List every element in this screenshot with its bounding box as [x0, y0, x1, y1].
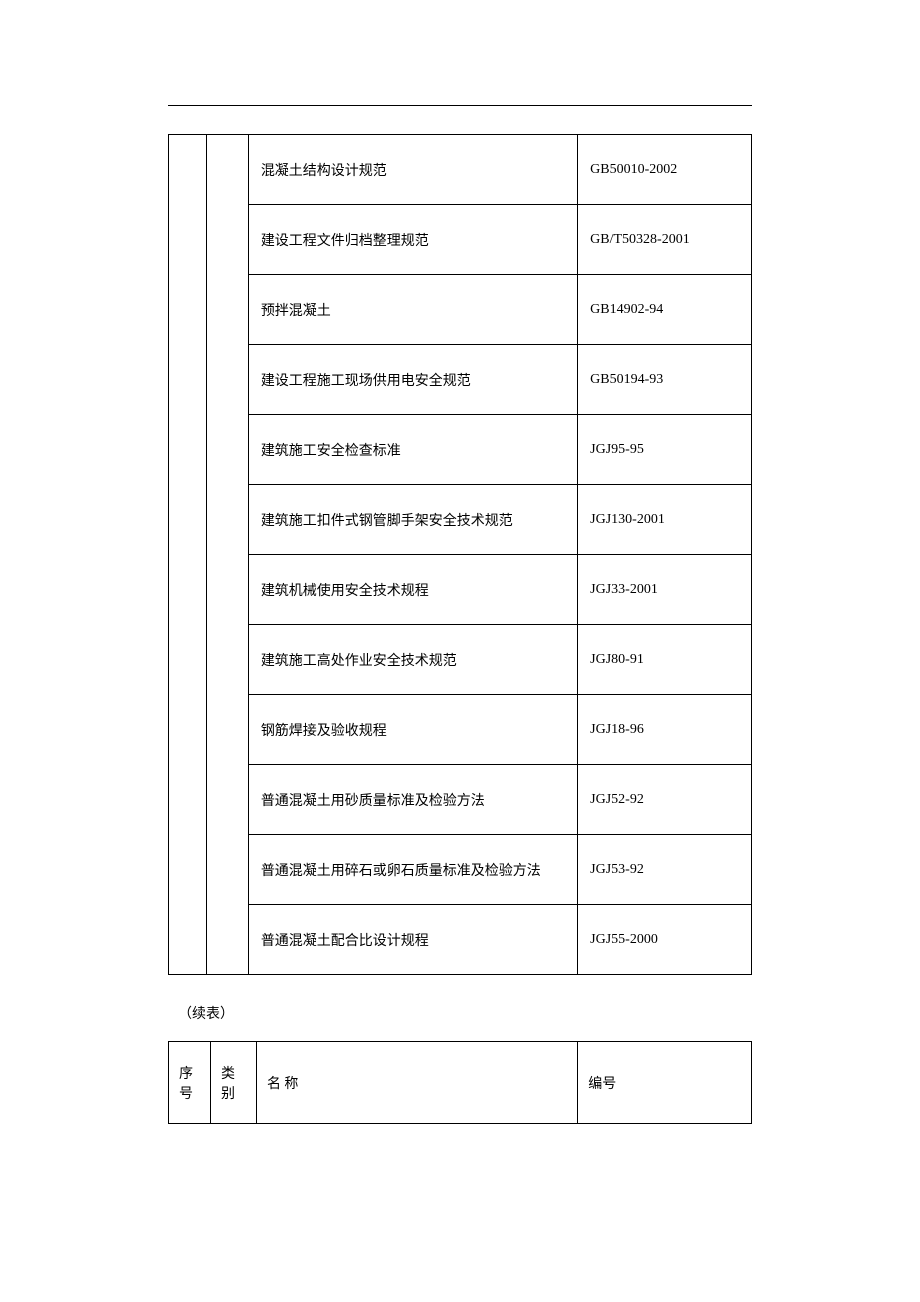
standard-code: JGJ53-92	[578, 835, 752, 905]
table-row: 建筑施工安全检查标准 JGJ95-95	[169, 415, 752, 485]
standard-name: 建设工程文件归档整理规范	[248, 205, 577, 275]
standard-code: GB/T50328-2001	[578, 205, 752, 275]
document-page: 混凝土结构设计规范 GB50010-2002 建设工程文件归档整理规范 GB/T…	[0, 0, 920, 1124]
category-cell	[206, 135, 248, 975]
standard-name: 建筑施工高处作业安全技术规范	[248, 625, 577, 695]
table-row: 建筑施工高处作业安全技术规范 JGJ80-91	[169, 625, 752, 695]
standard-name: 建筑施工扣件式钢管脚手架安全技术规范	[248, 485, 577, 555]
standard-code: JGJ80-91	[578, 625, 752, 695]
table-row: 普通混凝土配合比设计规程 JGJ55-2000	[169, 905, 752, 975]
table-row: 混凝土结构设计规范 GB50010-2002	[169, 135, 752, 205]
table-row: 建筑施工扣件式钢管脚手架安全技术规范 JGJ130-2001	[169, 485, 752, 555]
table-row: 建设工程文件归档整理规范 GB/T50328-2001	[169, 205, 752, 275]
standard-code: GB50194-93	[578, 345, 752, 415]
header-name: 名 称	[256, 1042, 577, 1124]
standard-name: 普通混凝土用碎石或卵石质量标准及检验方法	[248, 835, 577, 905]
standard-name: 建筑施工安全检查标准	[248, 415, 577, 485]
header-rule-line	[168, 105, 752, 106]
standard-name: 预拌混凝土	[248, 275, 577, 345]
header-table: 序号 类别 名 称 编号	[168, 1041, 752, 1124]
table-row: 建筑机械使用安全技术规程 JGJ33-2001	[169, 555, 752, 625]
standard-name: 混凝土结构设计规范	[248, 135, 577, 205]
table-row: 普通混凝土用砂质量标准及检验方法 JGJ52-92	[169, 765, 752, 835]
standard-code: JGJ55-2000	[578, 905, 752, 975]
standard-name: 建设工程施工现场供用电安全规范	[248, 345, 577, 415]
table-row: 预拌混凝土 GB14902-94	[169, 275, 752, 345]
standard-code: JGJ18-96	[578, 695, 752, 765]
continued-label: （续表）	[178, 1003, 752, 1023]
standard-code: GB14902-94	[578, 275, 752, 345]
standards-table-body: 混凝土结构设计规范 GB50010-2002 建设工程文件归档整理规范 GB/T…	[169, 135, 752, 975]
header-row: 序号 类别 名 称 编号	[169, 1042, 752, 1124]
standard-code: JGJ130-2001	[578, 485, 752, 555]
header-code: 编号	[578, 1042, 752, 1124]
standards-table: 混凝土结构设计规范 GB50010-2002 建设工程文件归档整理规范 GB/T…	[168, 134, 752, 975]
standard-code: JGJ95-95	[578, 415, 752, 485]
standard-code: JGJ33-2001	[578, 555, 752, 625]
standard-name: 建筑机械使用安全技术规程	[248, 555, 577, 625]
standard-name: 普通混凝土用砂质量标准及检验方法	[248, 765, 577, 835]
standard-name: 普通混凝土配合比设计规程	[248, 905, 577, 975]
table-row: 普通混凝土用碎石或卵石质量标准及检验方法 JGJ53-92	[169, 835, 752, 905]
header-cat: 类别	[210, 1042, 256, 1124]
standard-code: JGJ52-92	[578, 765, 752, 835]
table-row: 钢筋焊接及验收规程 JGJ18-96	[169, 695, 752, 765]
header-seq: 序号	[169, 1042, 211, 1124]
standard-code: GB50010-2002	[578, 135, 752, 205]
standard-name: 钢筋焊接及验收规程	[248, 695, 577, 765]
table-row: 建设工程施工现场供用电安全规范 GB50194-93	[169, 345, 752, 415]
seq-cell	[169, 135, 207, 975]
